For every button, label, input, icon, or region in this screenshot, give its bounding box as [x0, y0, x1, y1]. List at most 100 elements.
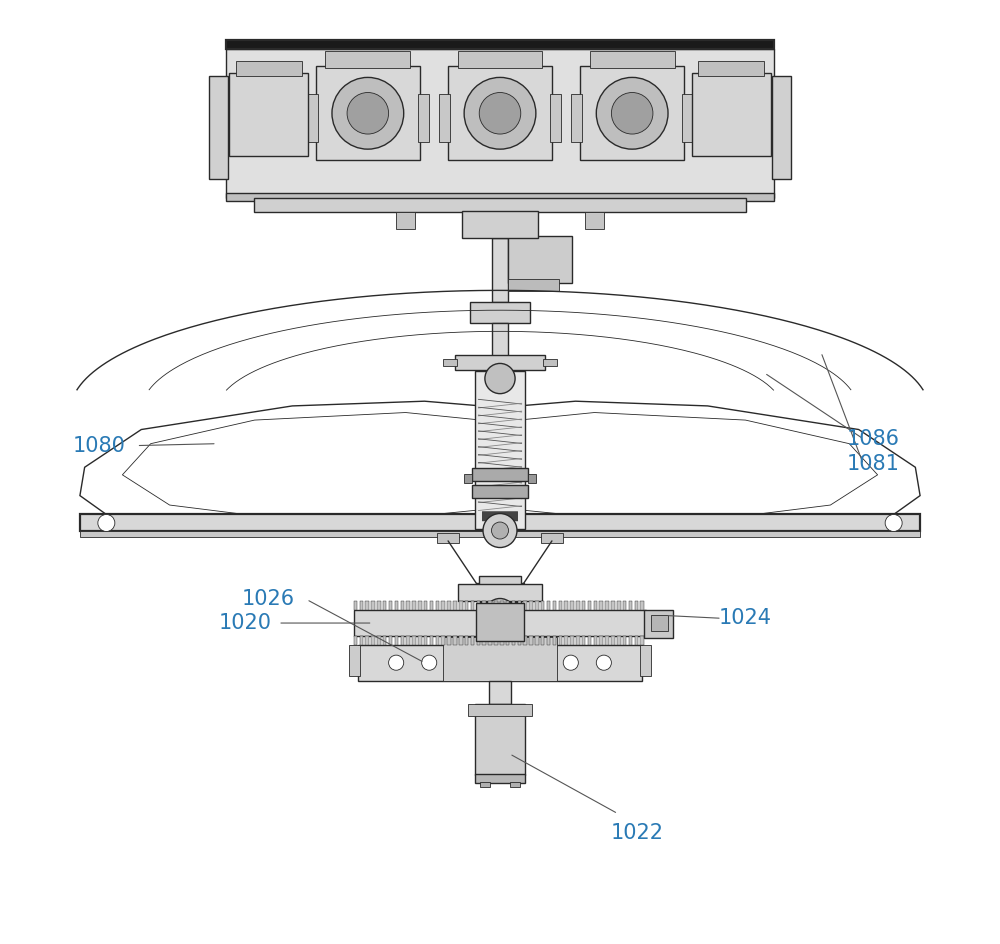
Bar — [512, 636, 515, 645]
Bar — [529, 601, 533, 610]
Bar — [443, 359, 457, 366]
Bar — [559, 636, 562, 645]
Bar — [325, 51, 410, 68]
Bar — [488, 601, 492, 610]
Bar — [477, 601, 480, 610]
Bar — [389, 636, 392, 645]
Circle shape — [596, 655, 611, 670]
Bar — [354, 636, 357, 645]
Bar — [640, 645, 651, 676]
Bar — [472, 468, 528, 481]
Bar — [682, 94, 694, 142]
Bar — [80, 514, 920, 531]
Bar — [236, 61, 302, 76]
Bar — [476, 603, 524, 641]
Bar — [465, 601, 468, 610]
Bar — [512, 601, 515, 610]
Bar — [635, 601, 638, 610]
Bar — [458, 584, 542, 601]
Circle shape — [563, 655, 578, 670]
Bar — [424, 636, 427, 645]
Bar — [500, 636, 504, 645]
Text: 1026: 1026 — [242, 589, 295, 610]
Circle shape — [479, 93, 521, 134]
Bar — [383, 636, 386, 645]
Bar — [412, 636, 416, 645]
Bar — [559, 601, 562, 610]
Bar — [468, 704, 532, 716]
Circle shape — [492, 522, 508, 539]
Bar — [447, 601, 451, 610]
Bar — [543, 359, 557, 366]
Bar — [475, 774, 525, 783]
Bar — [349, 645, 360, 676]
Bar — [588, 636, 591, 645]
Bar — [594, 636, 597, 645]
Bar — [395, 601, 398, 610]
Bar — [316, 66, 420, 160]
Bar — [541, 601, 544, 610]
Bar — [535, 601, 539, 610]
Bar — [441, 636, 445, 645]
Bar — [354, 601, 357, 610]
Bar — [389, 601, 392, 610]
Bar — [80, 531, 920, 537]
Bar — [472, 485, 528, 498]
Bar — [354, 610, 646, 636]
Circle shape — [485, 598, 515, 629]
Bar — [541, 636, 544, 645]
Circle shape — [389, 655, 404, 670]
Bar — [477, 636, 480, 645]
Bar — [518, 636, 521, 645]
Bar — [550, 94, 561, 142]
Bar — [430, 601, 433, 610]
Bar — [471, 601, 474, 610]
Bar — [396, 212, 415, 229]
Bar — [570, 636, 574, 645]
Bar — [508, 279, 559, 291]
Bar — [547, 601, 550, 610]
Bar — [494, 601, 498, 610]
Bar — [523, 601, 527, 610]
Bar — [570, 601, 574, 610]
Bar — [506, 636, 509, 645]
Bar — [436, 601, 439, 610]
Bar — [588, 601, 591, 610]
Bar — [580, 66, 684, 160]
Bar — [605, 601, 609, 610]
Bar — [418, 601, 422, 610]
Bar — [506, 601, 509, 610]
Bar — [360, 636, 363, 645]
Bar — [547, 636, 550, 645]
Bar — [535, 636, 539, 645]
Bar — [489, 681, 511, 704]
Bar — [494, 636, 498, 645]
Bar — [623, 636, 626, 645]
Text: 1022: 1022 — [610, 822, 663, 843]
Bar — [651, 615, 668, 631]
Bar — [553, 636, 556, 645]
Bar — [528, 474, 536, 483]
Bar — [418, 636, 422, 645]
Bar — [635, 636, 638, 645]
Bar — [471, 636, 474, 645]
Bar — [492, 238, 508, 302]
Circle shape — [98, 514, 115, 531]
Bar — [518, 601, 521, 610]
Bar — [229, 73, 308, 156]
Bar — [629, 601, 632, 610]
Bar — [437, 533, 459, 543]
Circle shape — [332, 77, 404, 149]
Bar — [365, 636, 369, 645]
Bar — [377, 636, 381, 645]
Bar — [488, 636, 492, 645]
Bar — [529, 636, 533, 645]
Bar — [576, 601, 580, 610]
Bar — [482, 601, 486, 610]
Bar — [430, 636, 433, 645]
Bar — [564, 636, 568, 645]
Bar — [479, 576, 521, 602]
Bar — [611, 601, 615, 610]
Bar — [371, 601, 375, 610]
Bar — [377, 601, 381, 610]
